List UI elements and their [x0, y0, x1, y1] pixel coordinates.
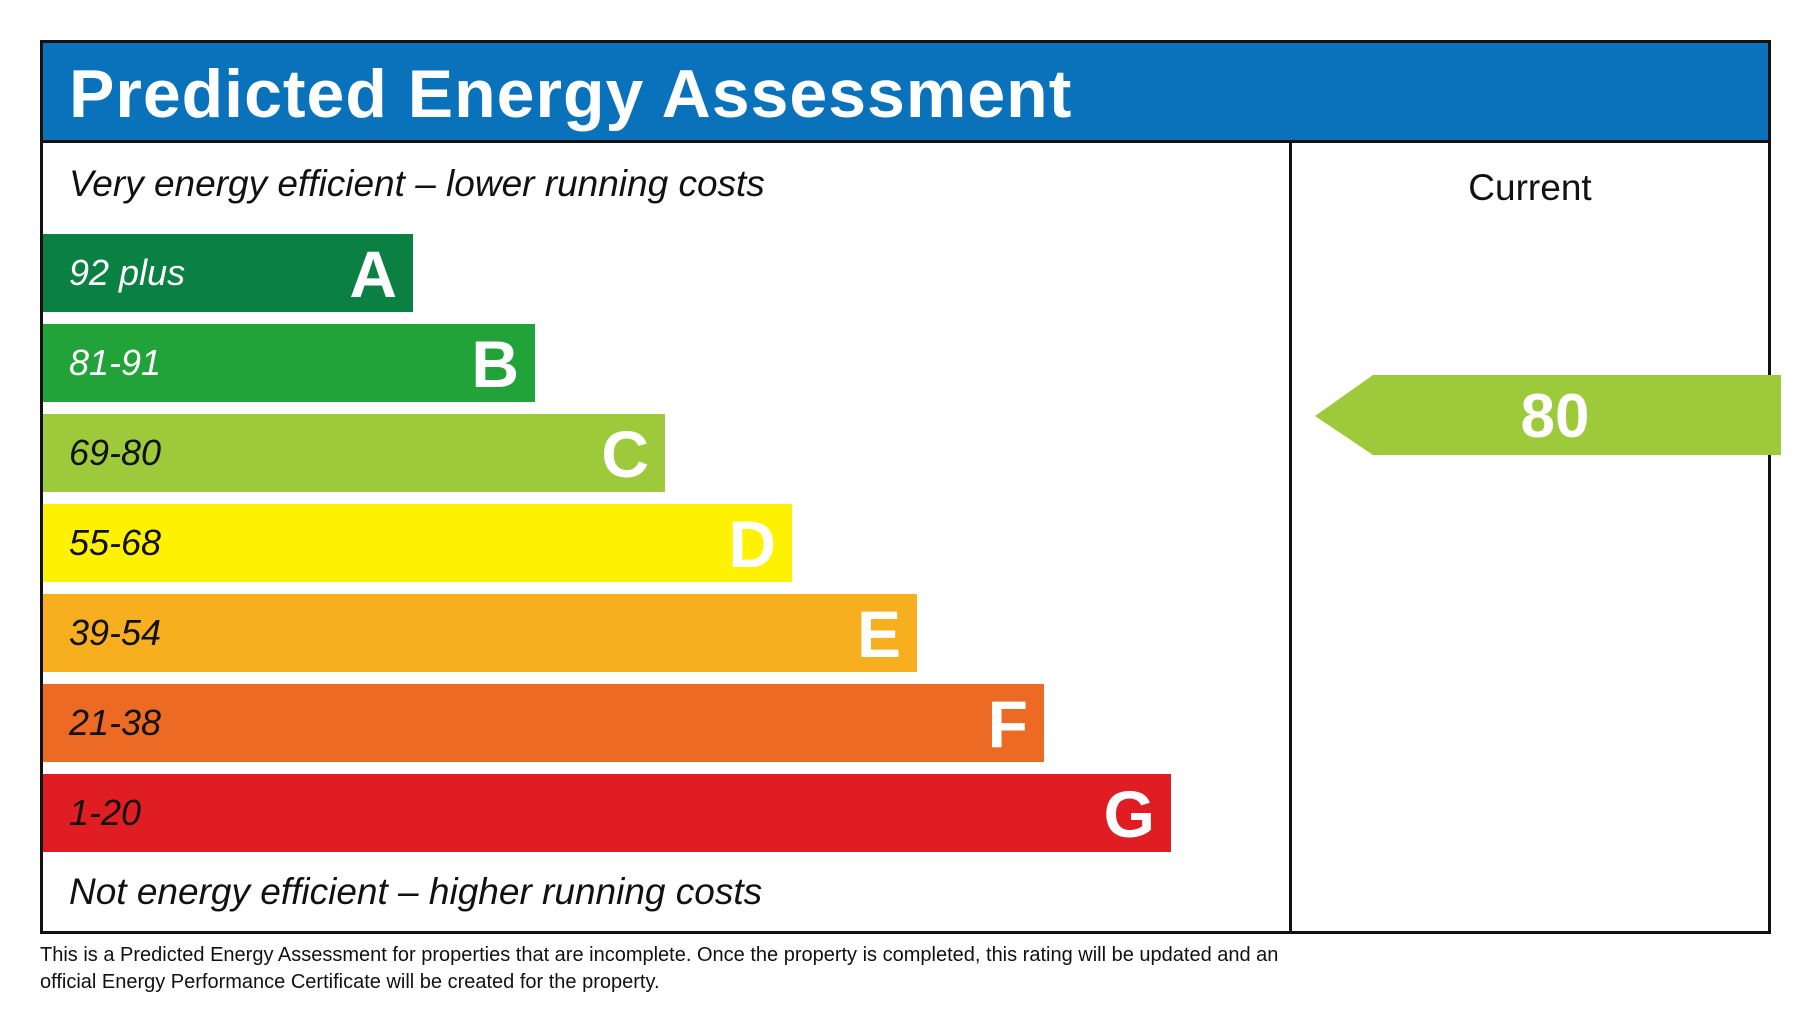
band-letter: E [856, 597, 901, 671]
band-letter: D [728, 507, 776, 581]
band-range: 92 plus [69, 252, 186, 293]
band-b: 81-91 B [43, 324, 535, 402]
current-column-label: Current [1468, 167, 1592, 208]
footer-line-1: This is a Predicted Energy Assessment fo… [40, 944, 1279, 966]
band-range: 21-38 [69, 702, 162, 743]
band-range: 1-20 [69, 792, 142, 833]
band-e: 39-54 E [43, 594, 917, 672]
band-range: 55-68 [69, 522, 162, 563]
energy-rating-chart: Predicted Energy Assessment Very energy … [40, 40, 1781, 934]
band-a: 92 plus A [43, 234, 413, 312]
band-c: 69-80 C [43, 414, 665, 492]
footer-note: This is a Predicted Energy Assessment fo… [40, 942, 1278, 996]
current-rating-value: 80 [1521, 382, 1590, 451]
band-f: 21-38 F [43, 684, 1044, 762]
band-letter: C [601, 417, 649, 491]
band-letter: G [1103, 777, 1155, 851]
band-letter: B [471, 327, 519, 401]
current-rating-arrow: 80 [1315, 375, 1781, 455]
chart-title: Predicted Energy Assessment [69, 56, 1073, 132]
column-divider [1289, 143, 1292, 931]
band-range: 81-91 [69, 342, 162, 383]
header-bar: Predicted Energy Assessment [43, 43, 1768, 143]
band-letter: A [349, 237, 397, 311]
top-caption: Very energy efficient – lower running co… [69, 163, 765, 204]
band-d: 55-68 D [43, 504, 792, 582]
footer-line-2: official Energy Performance Certificate … [40, 971, 660, 993]
band-range: 69-80 [69, 432, 162, 473]
current-rating-arrow-shape [1315, 375, 1781, 455]
band-g: 1-20 G [43, 774, 1171, 852]
band-range: 39-54 [69, 612, 162, 653]
band-letter: F [987, 687, 1028, 761]
bottom-caption: Not energy efficient – higher running co… [69, 871, 763, 912]
